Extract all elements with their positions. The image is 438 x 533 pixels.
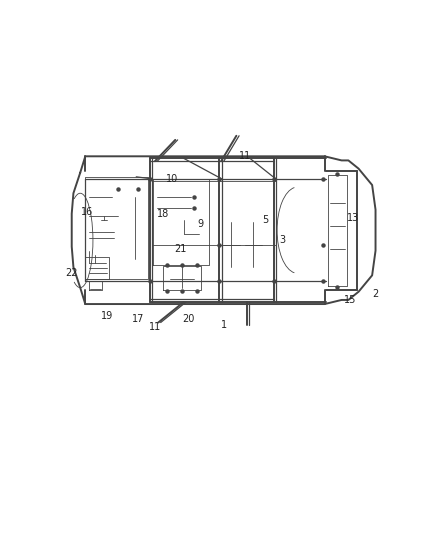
Text: 5: 5 [262, 215, 268, 225]
Text: 22: 22 [65, 268, 77, 278]
Text: 15: 15 [344, 295, 356, 305]
Text: 1: 1 [222, 320, 227, 329]
Text: 13: 13 [347, 213, 360, 223]
Text: 9: 9 [198, 219, 204, 229]
Text: 11: 11 [239, 151, 251, 161]
Text: 2: 2 [372, 289, 379, 299]
Text: 18: 18 [156, 209, 169, 219]
Text: 17: 17 [132, 314, 144, 324]
Text: 16: 16 [81, 207, 93, 217]
Text: 19: 19 [101, 311, 113, 321]
Text: 20: 20 [183, 314, 195, 324]
Text: 3: 3 [279, 236, 285, 245]
Text: 21: 21 [174, 245, 187, 254]
Text: 11: 11 [149, 321, 161, 332]
Text: 10: 10 [166, 174, 178, 184]
